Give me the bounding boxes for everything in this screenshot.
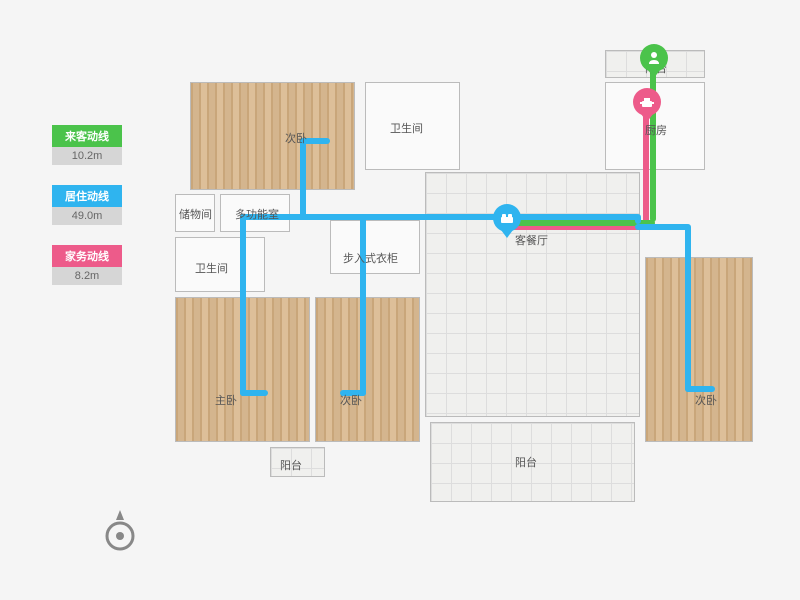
legend-value: 49.0m — [52, 207, 122, 225]
compass-icon — [105, 510, 135, 559]
living-path — [360, 214, 366, 396]
legend-label: 来客动线 — [52, 125, 122, 147]
legend-item-guest: 来客动线 10.2m — [52, 125, 122, 165]
entry-marker — [640, 44, 668, 80]
room-label: 步入式衣柜 — [343, 250, 398, 266]
legend-item-living: 居住动线 49.0m — [52, 185, 122, 225]
room-label: 厨房 — [645, 122, 667, 138]
room-客餐厅 — [425, 172, 640, 417]
legend-panel: 来客动线 10.2m 居住动线 49.0m 家务动线 8.2m — [52, 125, 122, 305]
room-次卧 — [645, 257, 753, 442]
room-label: 阳台 — [515, 454, 537, 470]
legend-item-housework: 家务动线 8.2m — [52, 245, 122, 285]
living-path — [240, 214, 246, 396]
legend-label: 家务动线 — [52, 245, 122, 267]
guest-path — [505, 220, 655, 226]
legend-value: 10.2m — [52, 147, 122, 165]
floorplan: 次卧卫生间厨房阳台储物间多功能室卫生间步入式衣柜客餐厅主卧次卧次卧阳台阳台 — [175, 72, 755, 542]
legend-label: 居住动线 — [52, 185, 122, 207]
room-label: 卫生间 — [195, 260, 228, 276]
living-path — [240, 390, 268, 396]
room-label: 多功能室 — [235, 206, 279, 222]
room-label: 次卧 — [340, 392, 362, 408]
room-次卧 — [315, 297, 420, 442]
room-label: 阳台 — [280, 457, 302, 473]
living-path — [635, 224, 690, 230]
legend-value: 8.2m — [52, 267, 122, 285]
room-label: 储物间 — [179, 206, 212, 222]
room-label: 卫生间 — [390, 120, 423, 136]
room-次卧 — [190, 82, 355, 190]
guest-path — [650, 62, 656, 222]
living-path — [685, 224, 691, 392]
room-label: 主卧 — [215, 392, 237, 408]
living-marker — [493, 204, 521, 240]
room-label: 次卧 — [285, 130, 307, 146]
living-path — [300, 138, 306, 218]
room-label: 次卧 — [695, 392, 717, 408]
kitchen-marker — [633, 88, 661, 124]
living-path — [635, 214, 641, 224]
